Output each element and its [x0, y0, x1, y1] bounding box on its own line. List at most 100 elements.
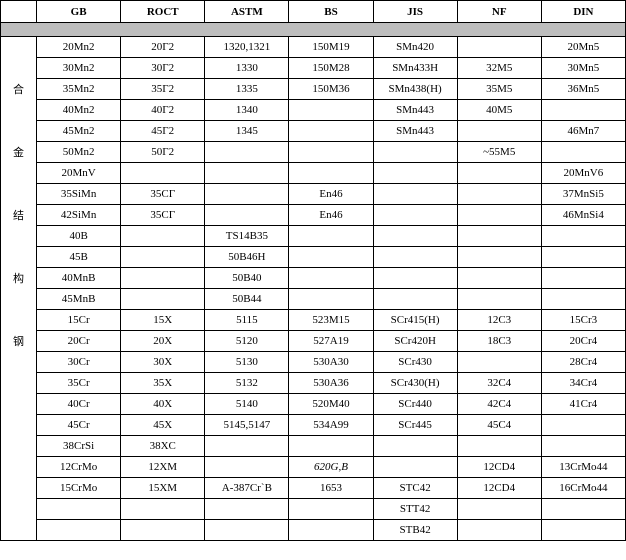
cell-gb [37, 499, 121, 520]
table-row: 钢20Cr20X5120527A19SCr420H18C320Cr4 [1, 331, 626, 352]
table-row: 20MnV20MnV6 [1, 163, 626, 184]
cell-roct: 50Г2 [121, 142, 205, 163]
cell-side: 结 [1, 205, 37, 226]
cell-gb: 45B [37, 247, 121, 268]
cell-roct: 35CГ [121, 184, 205, 205]
table-row: 金50Mn250Г2~55M5 [1, 142, 626, 163]
cell-bs: 620G,B [289, 457, 373, 478]
cell-gb: 15CrMo [37, 478, 121, 499]
cell-side [1, 163, 37, 184]
cell-side [1, 520, 37, 541]
cell-nf: 32C4 [457, 373, 541, 394]
cell-din [541, 520, 625, 541]
cell-astm: 1335 [205, 79, 289, 100]
cell-jis: STT42 [373, 499, 457, 520]
cell-jis [373, 247, 457, 268]
cell-astm: 5140 [205, 394, 289, 415]
cell-din [541, 247, 625, 268]
cell-gb: 20MnV [37, 163, 121, 184]
table-row: 45Cr45X5145,5147534A99SCr44545C4 [1, 415, 626, 436]
cell-din: 16CrMo44 [541, 478, 625, 499]
cell-bs [289, 289, 373, 310]
cell-nf [457, 520, 541, 541]
cell-gb: 20Mn2 [37, 37, 121, 58]
cell-din [541, 268, 625, 289]
table-row: 35Cr35X5132530A36SCr430(H)32C434Cr4 [1, 373, 626, 394]
cell-jis: SMn438(H) [373, 79, 457, 100]
header-gb: GB [37, 1, 121, 23]
cell-bs: 1653 [289, 478, 373, 499]
cell-bs [289, 520, 373, 541]
cell-nf [457, 205, 541, 226]
cell-roct [121, 226, 205, 247]
cell-din: 46MnSi4 [541, 205, 625, 226]
cell-din [541, 100, 625, 121]
cell-roct: 45X [121, 415, 205, 436]
header-astm: ASTM [205, 1, 289, 23]
cell-side [1, 373, 37, 394]
cell-gb: 45MnB [37, 289, 121, 310]
header-blank [1, 1, 37, 23]
cell-jis: SMn443 [373, 100, 457, 121]
cell-jis [373, 142, 457, 163]
cell-din: 46Mn7 [541, 121, 625, 142]
cell-astm: 1340 [205, 100, 289, 121]
cell-gb: 40Mn2 [37, 100, 121, 121]
cell-jis: SMn433H [373, 58, 457, 79]
header-bs: BS [289, 1, 373, 23]
cell-gb: 30Cr [37, 352, 121, 373]
cell-nf: 40M5 [457, 100, 541, 121]
cell-roct: 40Г2 [121, 100, 205, 121]
cell-gb: 38CrSi [37, 436, 121, 457]
cell-din: 13CrMo44 [541, 457, 625, 478]
cell-nf: 12CD4 [457, 457, 541, 478]
table-row: 30Mn230Г21330150M28SMn433H32M530Mn5 [1, 58, 626, 79]
cell-jis [373, 289, 457, 310]
cell-astm [205, 499, 289, 520]
shade-row [1, 23, 626, 37]
cell-din [541, 289, 625, 310]
cell-jis: SCr430(H) [373, 373, 457, 394]
cell-side [1, 310, 37, 331]
table-row: 30Cr30X5130530A30SCr43028Cr4 [1, 352, 626, 373]
header-row: GB ROCT ASTM BS JIS NF DIN [1, 1, 626, 23]
table-row: 15Cr15X5115523M15SCr415(H)12C315Cr3 [1, 310, 626, 331]
cell-astm: 5145,5147 [205, 415, 289, 436]
cell-roct [121, 520, 205, 541]
cell-side [1, 100, 37, 121]
table-row: 15CrMo15XMA-387Cr`B1653STC4212CD416CrMo4… [1, 478, 626, 499]
table-row: 20Mn220Г21320,1321150M19SMn42020Mn5 [1, 37, 626, 58]
cell-bs [289, 121, 373, 142]
cell-side [1, 415, 37, 436]
cell-astm [205, 205, 289, 226]
cell-bs: 150M36 [289, 79, 373, 100]
cell-nf [457, 436, 541, 457]
cell-jis: SMn420 [373, 37, 457, 58]
cell-gb: 35Mn2 [37, 79, 121, 100]
cell-astm: 1345 [205, 121, 289, 142]
table-row: 35SiMn35CГEn4637MnSi5 [1, 184, 626, 205]
cell-gb: 35Cr [37, 373, 121, 394]
cell-jis [373, 205, 457, 226]
cell-din [541, 436, 625, 457]
cell-side [1, 184, 37, 205]
cell-din [541, 226, 625, 247]
cell-gb: 12CrMo [37, 457, 121, 478]
cell-jis [373, 226, 457, 247]
cell-astm: 1320,1321 [205, 37, 289, 58]
cell-astm [205, 184, 289, 205]
table-row: 45MnB50B44 [1, 289, 626, 310]
cell-astm: 50B46H [205, 247, 289, 268]
cell-bs: 530A30 [289, 352, 373, 373]
cell-jis: STB42 [373, 520, 457, 541]
cell-astm [205, 142, 289, 163]
cell-side [1, 478, 37, 499]
table-row: 构40MnB50B40 [1, 268, 626, 289]
cell-bs: 534A99 [289, 415, 373, 436]
cell-astm [205, 520, 289, 541]
cell-roct: 35X [121, 373, 205, 394]
cell-astm [205, 163, 289, 184]
cell-bs [289, 100, 373, 121]
cell-jis: SMn443 [373, 121, 457, 142]
cell-side [1, 457, 37, 478]
